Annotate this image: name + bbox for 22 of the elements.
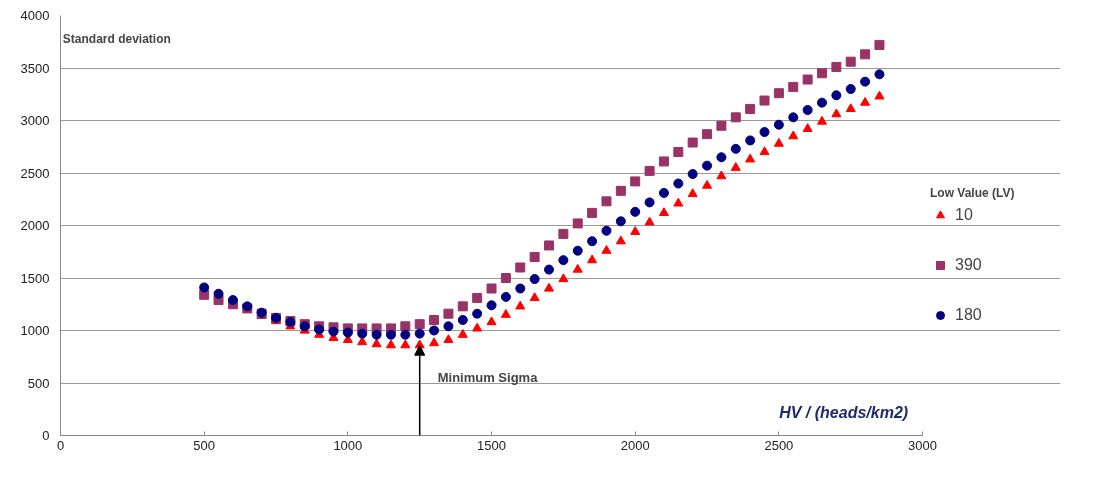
legend-label: 10 bbox=[955, 206, 974, 224]
y-tick-label: 1000 bbox=[20, 323, 50, 338]
legend-label: 390 bbox=[955, 256, 982, 274]
legend-title: Low Value (LV) bbox=[930, 186, 1015, 200]
x-tick-label: 2500 bbox=[764, 437, 794, 453]
annotation: Minimum Sigma bbox=[437, 370, 539, 386]
y-tick-label: 500 bbox=[27, 375, 50, 391]
y-tick-label: 3500 bbox=[20, 60, 50, 76]
x-tick-label: 0 bbox=[56, 437, 65, 453]
x-tick-label: 500 bbox=[193, 437, 216, 453]
legend-label: 180 bbox=[955, 306, 982, 324]
y-tick-label: 2500 bbox=[20, 165, 50, 181]
y-axis-title: Standard deviation bbox=[62, 31, 171, 46]
x-axis-title: HV / (heads/km2) bbox=[779, 403, 909, 421]
x-tick-label: 1000 bbox=[333, 437, 363, 453]
x-tick-label: 2000 bbox=[620, 437, 650, 453]
x-tick-label: 1500 bbox=[477, 437, 506, 453]
x-tick-label: 3000 bbox=[908, 437, 938, 453]
y-tick-label: 3000 bbox=[20, 113, 50, 128]
y-tick-label: 4000 bbox=[20, 8, 50, 23]
y-tick-label: 2000 bbox=[20, 218, 50, 233]
y-tick-label: 1500 bbox=[20, 270, 50, 286]
